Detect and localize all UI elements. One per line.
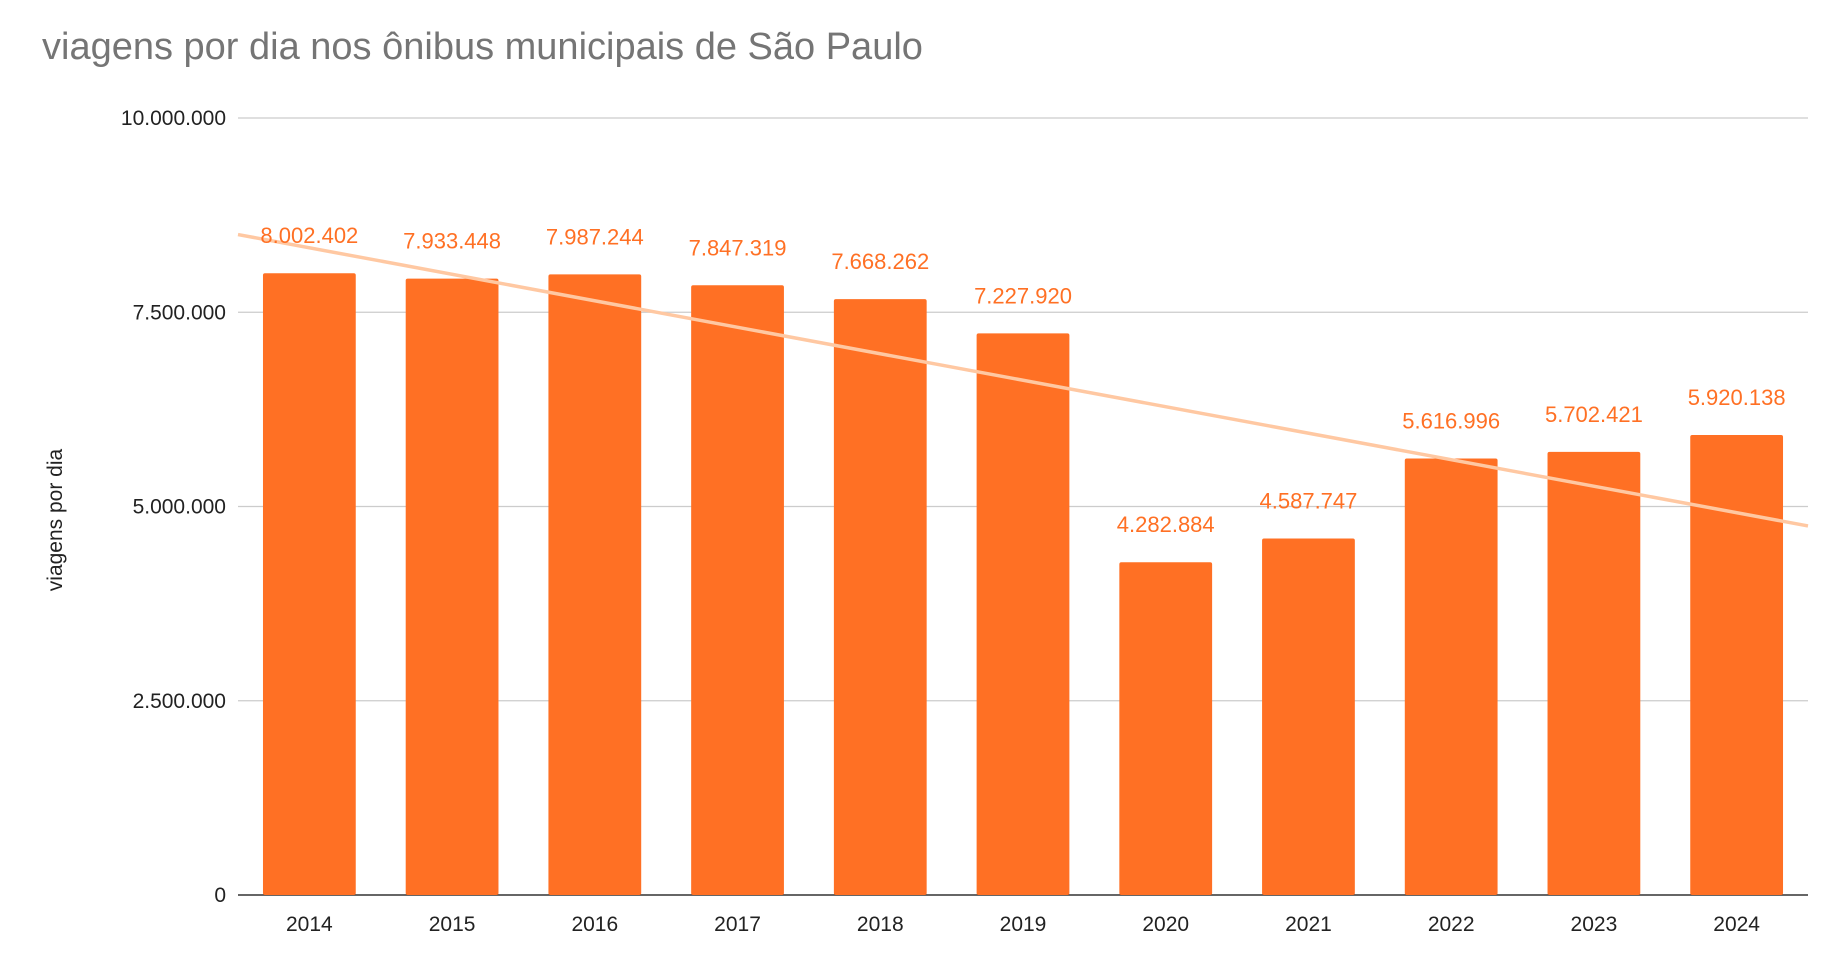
x-tick-label: 2021 [1285, 913, 1332, 936]
data-label: 4.587.747 [1260, 489, 1358, 514]
data-label: 5.920.138 [1688, 385, 1786, 410]
bar [833, 299, 927, 896]
chart-title: viagens por dia nos ônibus municipais de… [42, 26, 923, 68]
x-tick-label: 2023 [1571, 913, 1618, 936]
bar [1547, 451, 1641, 895]
y-tick-label: 7.500.000 [133, 301, 226, 324]
data-label: 7.933.448 [403, 229, 501, 254]
x-tick-label: 2014 [286, 913, 333, 936]
y-axis-label: viagens por dia [44, 448, 67, 591]
data-labels: 8.002.402 7.933.448 7.987.244 7.847.319 7.66… [260, 223, 1785, 537]
data-label: 7.227.920 [974, 283, 1072, 308]
x-tick-label: 2016 [571, 913, 618, 936]
data-label: 5.702.421 [1545, 402, 1643, 427]
x-tick-label: 2024 [1713, 913, 1760, 936]
y-tick-labels: 0 2.500.000 5.000.000 7.500.000 10.000.000 [121, 107, 226, 907]
y-tick-label: 2.500.000 [133, 690, 226, 713]
bar [548, 274, 642, 896]
x-tick-label: 2019 [1000, 913, 1047, 936]
bar [405, 278, 499, 896]
bar [1262, 538, 1355, 895]
bar [691, 285, 784, 895]
y-tick-label: 5.000.000 [133, 496, 226, 519]
bar [1404, 458, 1498, 895]
x-tick-label: 2020 [1142, 913, 1189, 936]
bar [976, 333, 1070, 895]
bar [1119, 562, 1213, 895]
trendline [237, 232, 1809, 528]
data-label: 4.282.884 [1117, 512, 1215, 537]
data-label: 7.987.244 [546, 224, 644, 249]
x-tick-label: 2017 [714, 913, 761, 936]
x-tick-labels: 2014 2015 2016 2017 2018 2019 2020 2021 2022 2023… [286, 913, 1760, 936]
bars [262, 273, 1784, 896]
data-label: 5.616.996 [1402, 409, 1500, 434]
x-tick-label: 2022 [1428, 913, 1475, 936]
x-tick-label: 2018 [857, 913, 904, 936]
y-tick-label: 10.000.000 [121, 107, 226, 130]
bar [262, 273, 356, 895]
trendline-layer [237, 232, 1809, 528]
data-label: 8.002.402 [260, 223, 358, 248]
data-label: 7.668.262 [831, 249, 929, 274]
data-label: 7.847.319 [689, 235, 787, 260]
y-tick-label: 0 [214, 884, 226, 907]
x-tick-label: 2015 [429, 913, 476, 936]
bar [1690, 435, 1784, 895]
